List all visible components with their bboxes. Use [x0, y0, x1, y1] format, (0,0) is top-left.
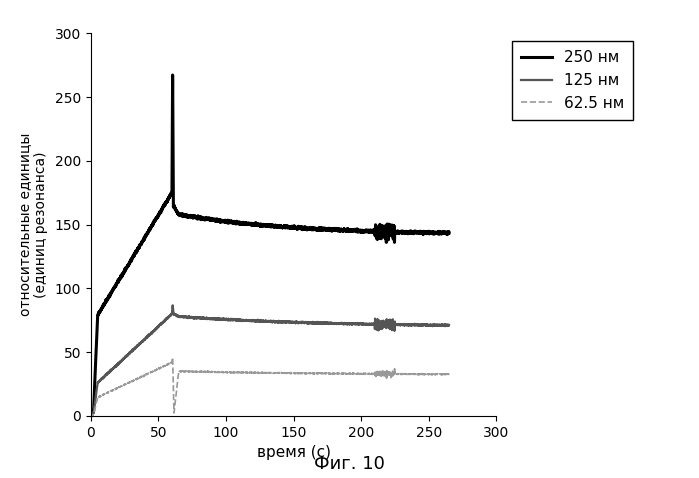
125 нм [381, 322, 389, 328]
62.5 нм [301, 370, 310, 376]
125 нм [168, 303, 177, 308]
250 нм [168, 72, 177, 78]
250 нм [354, 228, 362, 234]
250 нм [319, 226, 328, 231]
125 нм [87, 413, 95, 419]
62.5 нм [87, 413, 95, 419]
125 нм [445, 322, 453, 328]
Line: 62.5 нм: 62.5 нм [91, 358, 449, 416]
Y-axis label: относительные единицы
(единиц резонанса): относительные единицы (единиц резонанса) [17, 133, 48, 316]
250 нм [301, 226, 310, 232]
62.5 нм [224, 369, 232, 375]
125 нм [87, 413, 95, 419]
62.5 нм [319, 371, 328, 377]
Line: 250 нм: 250 нм [91, 75, 449, 416]
62.5 нм [445, 371, 453, 377]
Line: 125 нм: 125 нм [91, 305, 449, 416]
125 нм [224, 316, 232, 322]
250 нм [152, 215, 160, 221]
62.5 нм [87, 413, 95, 419]
125 нм [152, 326, 160, 331]
62.5 нм [381, 371, 389, 377]
Text: Фиг. 10: Фиг. 10 [314, 455, 385, 473]
250 нм [445, 230, 453, 236]
125 нм [354, 321, 362, 327]
250 нм [87, 413, 95, 419]
62.5 нм [354, 371, 362, 377]
X-axis label: время (с): время (с) [257, 445, 331, 460]
250 нм [224, 217, 232, 223]
250 нм [381, 225, 389, 231]
Legend: 250 нм, 125 нм, 62.5 нм: 250 нм, 125 нм, 62.5 нм [512, 41, 633, 120]
125 нм [319, 321, 328, 326]
125 нм [301, 319, 310, 325]
62.5 нм [168, 355, 177, 360]
62.5 нм [152, 367, 160, 373]
